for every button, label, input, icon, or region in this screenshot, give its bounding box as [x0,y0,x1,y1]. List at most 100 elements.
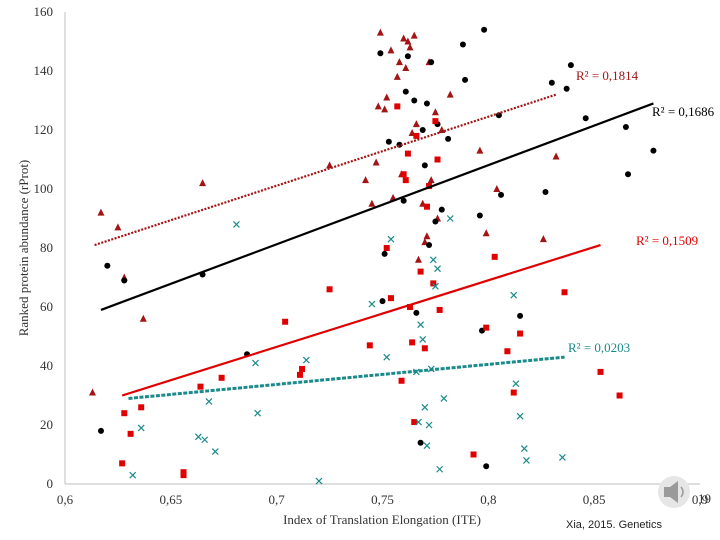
data-point-square [404,150,411,157]
data-point-cross [510,291,518,299]
data-point-square [119,460,126,467]
data-point-triangle [393,72,401,80]
data-point-square [282,318,289,325]
data-point-square [127,430,134,437]
data-point-cross [419,336,427,343]
data-point-cross [415,418,422,426]
data-point-square [121,410,128,417]
data-point-circle [622,124,629,131]
data-point-square [138,404,145,411]
speaker-icon[interactable] [658,476,690,508]
data-point-triangle [372,158,380,166]
data-point-circle [481,26,488,33]
data-point-triangle [362,176,370,184]
data-point-square [504,348,511,355]
data-point-triangle [423,232,431,240]
data-point-triangle [383,93,391,101]
data-point-square [197,383,204,390]
data-point-circle [582,115,589,122]
data-point-circle [400,197,407,204]
r-squared-label-square: R² = 0,1509 [636,233,698,248]
data-point-cross [421,403,429,411]
data-point-cross [425,421,433,429]
data-point-triangle [421,238,429,246]
trendline-cross [128,355,565,400]
y-axis-title: Ranked protein abundance (rProt) [16,160,31,337]
data-point-cross [516,412,524,420]
trendline-triangle [94,93,557,247]
data-point-triangle [139,314,147,322]
y-tick-label: 0 [47,476,54,491]
data-point-triangle [410,31,418,39]
data-point-triangle [400,34,408,42]
data-point-cross [137,424,145,432]
data-point-circle [417,439,424,446]
data-point-circle [402,88,409,95]
data-point-circle [438,206,445,213]
data-point-circle [432,218,439,225]
data-point-cross [512,380,520,388]
data-point-cross [205,397,213,405]
r-squared-label-cross: R² = 0,0203 [568,340,630,355]
data-point-triangle [493,185,501,192]
trendline-square [121,244,601,397]
data-point-cross [302,356,310,364]
data-point-cross [129,471,137,479]
data-point-cross [252,359,259,367]
data-point-circle [567,62,574,69]
data-point-triangle [476,146,484,154]
data-point-circle [517,312,524,319]
data-point-cross [520,445,528,453]
data-point-circle [104,262,111,269]
trendline-circle [100,102,654,311]
data-point-triangle [402,64,410,72]
data-point-square [483,324,490,331]
data-point-cross [368,300,376,308]
data-point-square [413,132,420,139]
data-point-cross [233,220,240,228]
x-tick-label: 0,85 [583,492,606,507]
data-point-cross [429,256,437,264]
data-point-circle [542,188,549,195]
data-point-triangle [427,176,435,184]
data-point-cross [523,456,530,464]
data-point-square [597,368,604,375]
y-tick-label: 20 [40,417,53,432]
data-point-circle [650,147,657,154]
data-point-circle [428,59,435,66]
y-tick-label: 80 [40,240,53,255]
y-tick-label: 120 [34,122,54,137]
data-point-triangle [482,229,490,237]
data-point-square [561,289,568,296]
x-tick-label: 0,9 [692,492,708,507]
y-tick-label: 100 [34,181,54,196]
data-point-cross [446,215,454,222]
data-point-square [432,118,439,125]
data-point-triangle [97,208,105,216]
data-point-cross [558,454,566,461]
data-point-square [411,419,418,426]
x-tick-label: 0,8 [480,492,496,507]
data-point-triangle [431,108,439,116]
y-tick-labels: 0 20 40 60 80 100 120 140 160 [34,4,54,491]
data-point-square [402,177,409,184]
data-point-triangle [374,102,382,110]
data-point-square [180,472,187,479]
data-point-circle [462,76,469,83]
data-point-square [491,253,498,260]
data-point-cross [211,448,219,455]
data-point-circle [563,85,570,92]
x-tick-label: 0,75 [371,492,394,507]
data-point-square [366,342,373,349]
data-point-square [326,286,333,293]
r-squared-labels: R² = 0,1814 R² = 0,1686 R² = 0,1509 R² = 0,… [568,68,715,355]
data-point-square [470,451,477,458]
citation-text: Xia, 2015. Genetics [566,519,663,531]
data-point-triangle [412,120,420,128]
data-point-circle [548,79,555,86]
r-squared-label-circle: R² = 0,1686 [652,104,715,119]
y-tick-label: 40 [40,358,53,373]
y-tick-label: 60 [40,299,53,314]
data-point-cross [434,265,441,273]
data-point-circle [498,191,505,198]
